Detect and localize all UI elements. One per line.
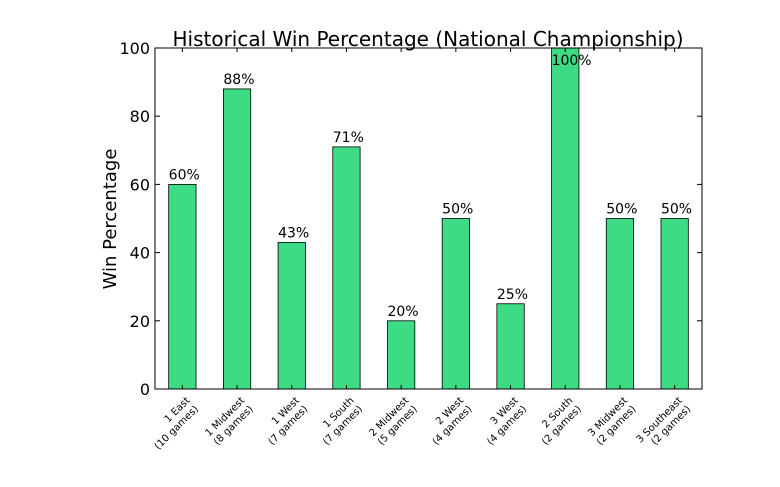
x-tick-label: 1 East(10 games) <box>153 395 201 452</box>
x-tick-label: 3 West(4 games) <box>485 395 529 447</box>
x-tick-label: 1 South(7 games) <box>321 395 365 447</box>
bars-group <box>168 47 689 390</box>
y-ticks-group: 0 20 40 60 80 100 <box>119 39 702 399</box>
data-label: 50% <box>606 202 637 218</box>
bar <box>387 320 416 390</box>
plot-frame <box>154 47 703 390</box>
y-tick-label: 40 <box>130 244 150 263</box>
y-tick-label: 20 <box>130 312 150 331</box>
data-label: 50% <box>442 202 473 218</box>
x-tick-label: 2 South(2 games) <box>540 395 584 447</box>
x-tick-label: 2 West(4 games) <box>431 395 475 447</box>
bar <box>496 303 525 390</box>
data-label: 25% <box>497 287 528 303</box>
y-tick-label: 100 <box>119 39 150 58</box>
x-tick-label: 2 Midwest(5 games) <box>368 395 420 447</box>
x-tick-label: 3 Southeast(2 games) <box>635 395 694 447</box>
bar <box>605 218 635 390</box>
bar <box>222 88 252 390</box>
data-label: 88% <box>223 72 254 88</box>
data-label: 100% <box>552 53 592 69</box>
data-label: 43% <box>278 225 309 241</box>
bar <box>660 218 689 390</box>
data-label: 20% <box>387 304 418 320</box>
y-tick-label: 80 <box>130 107 150 126</box>
data-label: 71% <box>333 130 364 146</box>
data-labels-group: 60% 88% 43% 71% 20% 50% 25% 100% 50% 50% <box>169 53 692 320</box>
data-label: 60% <box>169 167 200 183</box>
y-tick-label: 60 <box>130 175 150 194</box>
x-tick-label: 1 West(7 games) <box>267 395 311 447</box>
x-tick-label: 3 Midwest(2 games) <box>586 395 638 447</box>
chart-title: Historical Win Percentage (National Cham… <box>172 27 683 51</box>
bar <box>551 47 580 390</box>
bar <box>332 146 361 390</box>
bar <box>277 241 306 390</box>
data-label: 50% <box>661 202 692 218</box>
x-tick-label: 1 Midwest(8 games) <box>203 395 255 447</box>
bar <box>168 183 197 390</box>
y-axis-label: Win Percentage <box>100 149 121 290</box>
bar <box>441 218 470 390</box>
y-tick-label: 0 <box>140 380 150 399</box>
